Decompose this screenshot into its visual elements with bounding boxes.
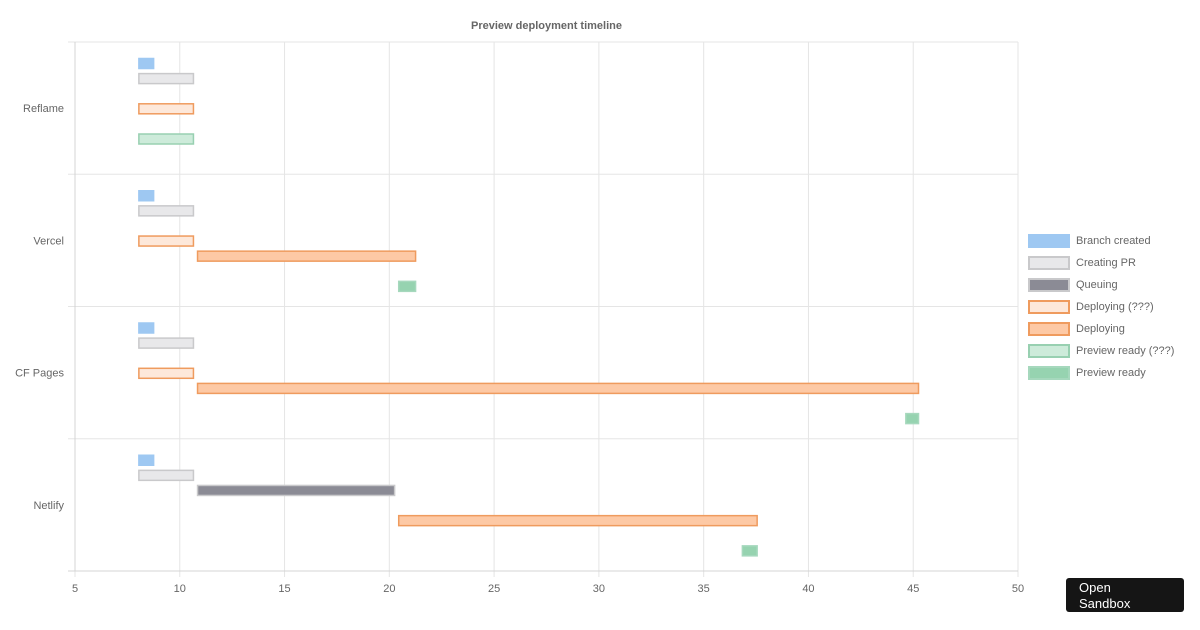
bar (138, 235, 195, 247)
bar (138, 190, 155, 202)
bar (138, 103, 195, 115)
x-tick-label: 5 (72, 583, 78, 595)
legend-swatch (1028, 256, 1070, 270)
bar (196, 382, 920, 395)
bar (138, 72, 195, 85)
legend-item[interactable]: Preview ready (1028, 362, 1174, 384)
legend-item[interactable]: Deploying (1028, 318, 1174, 340)
legend-item[interactable]: Branch created (1028, 230, 1174, 252)
x-tick-label: 45 (907, 583, 919, 595)
x-tick-label: 25 (488, 583, 500, 595)
legend-item[interactable]: Creating PR (1028, 252, 1174, 274)
bar (196, 484, 396, 497)
y-tick-label: CF Pages (15, 368, 64, 380)
y-tick-label: Vercel (33, 235, 64, 247)
y-tick-label: Reflame (23, 103, 64, 115)
bar (397, 280, 417, 293)
legend-label: Deploying (???) (1076, 301, 1154, 313)
bar (138, 322, 155, 334)
bar (138, 205, 195, 217)
bar (905, 412, 920, 425)
legend-swatch (1028, 278, 1070, 292)
legend-label: Queuing (1076, 279, 1118, 291)
chart-title: Preview deployment timeline (471, 20, 622, 32)
x-tick-label: 20 (383, 583, 395, 595)
y-tick-label: Netlify (33, 500, 64, 512)
open-sandbox-button[interactable]: Open Sandbox (1066, 578, 1184, 612)
legend-item[interactable]: Preview ready (???) (1028, 340, 1174, 362)
bar (138, 57, 155, 70)
x-tick-label: 35 (698, 583, 710, 595)
bar (741, 545, 758, 557)
legend-label: Preview ready (1076, 367, 1146, 379)
bar (138, 454, 155, 466)
x-tick-label: 50 (1012, 583, 1024, 595)
bar (397, 514, 758, 527)
legend-swatch (1028, 366, 1070, 380)
legend-swatch (1028, 234, 1070, 248)
legend-swatch (1028, 322, 1070, 336)
legend-item[interactable]: Deploying (???) (1028, 296, 1174, 318)
x-tick-label: 30 (593, 583, 605, 595)
legend-label: Preview ready (???) (1076, 345, 1175, 357)
legend-label: Creating PR (1076, 257, 1136, 269)
bar (138, 367, 195, 380)
bar (196, 250, 417, 262)
bar (138, 133, 195, 145)
x-tick-label: 40 (802, 583, 814, 595)
legend-label: Deploying (1076, 323, 1125, 335)
legend-swatch (1028, 300, 1070, 314)
x-tick-label: 15 (278, 583, 290, 595)
x-tick-label: 10 (174, 583, 186, 595)
legend-item[interactable]: Queuing (1028, 274, 1174, 296)
bar (138, 337, 195, 349)
bar (138, 469, 195, 482)
chart-legend: Branch created Creating PR Queuing Deployin… (1028, 230, 1174, 384)
open-sandbox-label: Open Sandbox (1079, 580, 1131, 611)
legend-label: Branch created (1076, 235, 1151, 247)
legend-swatch (1028, 344, 1070, 358)
